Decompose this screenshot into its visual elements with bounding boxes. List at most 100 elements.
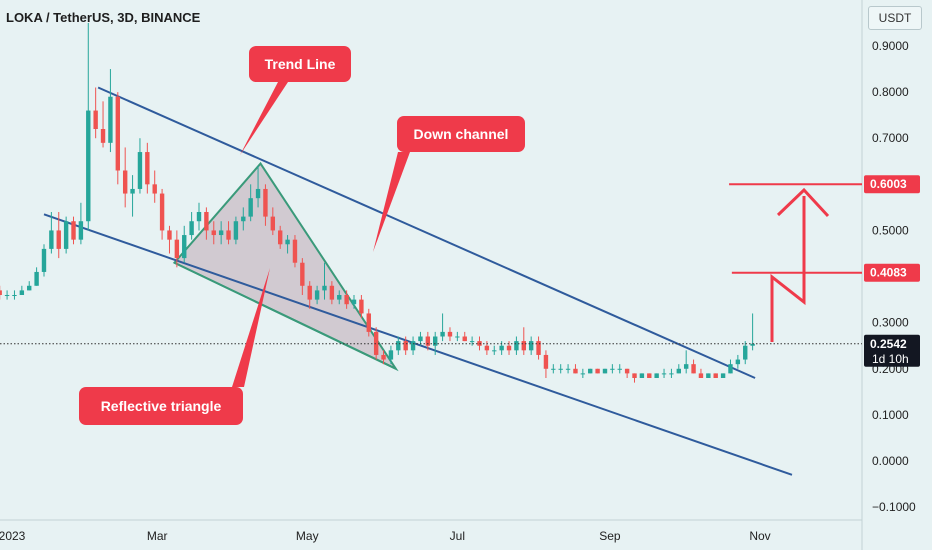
annotation-callout: Trend Line xyxy=(240,46,351,155)
candle-body xyxy=(676,368,682,374)
candle-body xyxy=(654,373,659,378)
candle-body xyxy=(270,216,276,231)
candle-body xyxy=(344,295,349,305)
callout-text: Down channel xyxy=(414,126,509,142)
candle-body xyxy=(720,373,726,378)
y-tick-label: 0.3000 xyxy=(872,316,909,330)
candle-body xyxy=(573,368,578,374)
candle-body xyxy=(492,350,497,352)
callout-text: Reflective triangle xyxy=(101,398,222,414)
candle-body xyxy=(196,212,202,222)
candle-body xyxy=(100,129,106,143)
candle-body xyxy=(63,221,69,249)
candle-body xyxy=(543,354,549,369)
candle-body xyxy=(226,230,231,240)
candle-body xyxy=(174,239,180,259)
candle-body xyxy=(366,313,371,332)
x-tick-label: Sep xyxy=(599,529,621,543)
candle-body xyxy=(314,290,320,300)
candle-body xyxy=(381,354,386,360)
candle-body xyxy=(706,373,711,378)
candle-body xyxy=(728,364,733,374)
y-tick-label: −0.1000 xyxy=(872,500,916,514)
candle-body xyxy=(19,290,25,295)
candle-body xyxy=(691,364,696,374)
candle-body xyxy=(71,221,76,240)
candle-body xyxy=(12,295,17,296)
symbol-title: LOKA / TetherUS, 3D, BINANCE xyxy=(6,10,201,25)
candle-body xyxy=(580,373,586,375)
candle-body xyxy=(418,336,423,342)
candle-body xyxy=(263,188,268,217)
candle-body xyxy=(735,359,741,365)
candle-body xyxy=(4,295,10,296)
candle-body xyxy=(433,336,438,346)
annotation-callout: Reflective triangle xyxy=(79,268,270,425)
candle-body xyxy=(462,336,467,342)
candle-body xyxy=(108,96,113,143)
price-badge xyxy=(864,334,920,367)
candle-body xyxy=(233,221,239,240)
candle-body xyxy=(115,96,121,171)
candle-body xyxy=(137,152,143,189)
projection-arrow-head xyxy=(776,187,830,218)
candle-body xyxy=(588,368,593,374)
candle-body xyxy=(329,285,335,300)
candle-body xyxy=(307,285,312,300)
candle-body xyxy=(86,110,91,222)
candle-body xyxy=(130,188,135,194)
annotation-callout: Down channel xyxy=(373,116,525,252)
candle-body xyxy=(182,235,187,259)
candle-body xyxy=(698,373,704,378)
candle-body xyxy=(56,230,61,249)
candle-body xyxy=(565,368,571,370)
upper-channel-line xyxy=(97,86,756,379)
candle-body xyxy=(122,170,128,194)
callout-pointer xyxy=(373,152,410,252)
candle-body xyxy=(750,343,755,346)
y-tick-label: 0.9000 xyxy=(872,39,909,53)
candle-body xyxy=(93,110,98,129)
candle-body xyxy=(34,271,39,286)
candle-body xyxy=(440,331,445,337)
x-tick-label: Nov xyxy=(749,529,770,543)
candle-body xyxy=(647,373,652,378)
lower-channel-line xyxy=(43,213,793,476)
candle-body xyxy=(211,230,216,236)
candle-body xyxy=(337,295,342,300)
projection-arrow xyxy=(770,196,806,342)
candle-body xyxy=(359,299,364,314)
candle-body xyxy=(551,368,556,370)
candle-body xyxy=(152,184,157,194)
candle-body xyxy=(41,248,47,272)
candle-body xyxy=(602,368,608,374)
candle-body xyxy=(218,230,224,236)
callout-box xyxy=(397,116,525,152)
callout-box xyxy=(249,46,351,82)
candle-body xyxy=(743,345,748,360)
candle-body xyxy=(189,221,194,236)
price-badge-label: 0.2542 xyxy=(870,337,907,351)
candle-body xyxy=(632,373,637,378)
candle-body xyxy=(683,364,689,369)
candle-body xyxy=(78,221,84,240)
candle-body xyxy=(292,239,298,263)
candle-body xyxy=(558,368,563,370)
price-badge xyxy=(864,175,920,194)
y-tick-label: 0.7000 xyxy=(872,131,909,145)
candle-body xyxy=(610,368,615,370)
x-tick-label: Mar xyxy=(147,529,168,543)
candle-body xyxy=(396,341,401,351)
x-tick-label: May xyxy=(296,529,319,543)
price-badge-label: 0.4083 xyxy=(870,266,907,280)
currency-button[interactable]: USDT xyxy=(868,6,922,30)
candle-body xyxy=(322,285,327,291)
callout-pointer xyxy=(232,268,270,387)
candle-body xyxy=(447,331,453,337)
candle-body xyxy=(469,341,475,343)
candle-body xyxy=(255,188,261,199)
reflective-triangle xyxy=(172,161,399,372)
candle-body xyxy=(145,152,150,185)
